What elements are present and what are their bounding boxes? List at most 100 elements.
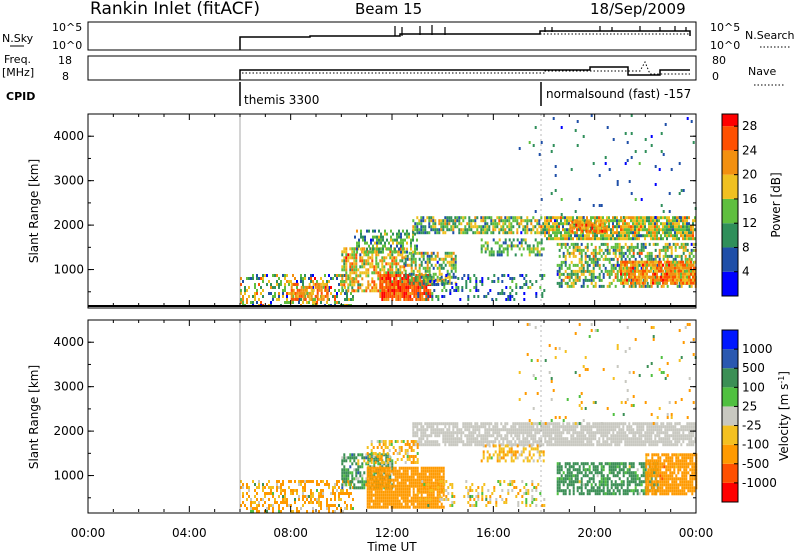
velocity-cell-r0: [256, 504, 258, 507]
power-cell-r11: [634, 266, 637, 270]
power-cell-r7: [418, 219, 421, 223]
power-cell-r12: [668, 263, 670, 267]
power-cell-r8: [538, 253, 541, 257]
power-cell-r11: [570, 281, 573, 285]
velocity-cell-r0: [270, 492, 272, 495]
velocity-cell-r4: [484, 434, 487, 438]
power-cell-r9: [656, 222, 658, 226]
velocity-cell-r4: [588, 434, 591, 438]
power-cell-r7: [478, 231, 481, 235]
velocity-cell-r1: [373, 459, 376, 463]
velocity-cell-r4: [474, 428, 477, 432]
velocity-cell-r0: [288, 486, 290, 489]
power-cell-r11: [598, 263, 601, 267]
velocity-cell-r4: [594, 425, 597, 429]
velocity-cell-r2: [398, 502, 401, 506]
velocity-cell-r4: [426, 437, 429, 441]
power-cell-r6: [376, 244, 378, 248]
velocity-cell-r4: [530, 437, 533, 441]
power-cell-r5: [451, 286, 454, 289]
velocity-cell-r0: [274, 501, 276, 504]
power-cell-r11: [594, 245, 597, 249]
velocity-cell-r2: [376, 475, 379, 479]
power-cell-r2: [341, 274, 344, 278]
velocity-cell-r4: [532, 425, 535, 429]
power-cell-r9: [568, 231, 570, 235]
power-cell-r13: [660, 204, 663, 207]
velocity-cell-r0: [294, 498, 296, 501]
power-cell-r1: [292, 297, 295, 301]
velocity-cell-r0: [310, 489, 312, 492]
velocity-cell-r0: [256, 492, 258, 495]
velocity-cell-r0: [276, 483, 278, 486]
power-cell-r8: [524, 238, 527, 242]
power-cell-r3: [383, 280, 386, 283]
power-cell-r11: [588, 269, 591, 273]
power-cell-r11: [642, 245, 645, 249]
power-cell-r0: [300, 280, 302, 283]
power-cell-r11: [598, 245, 601, 249]
velocity-cell-r2: [430, 472, 433, 476]
power-cell-r12: [648, 275, 650, 279]
power-cell-r0: [336, 277, 338, 280]
velocity-cell-r3: [475, 489, 478, 492]
velocity-cell-r3: [451, 495, 454, 498]
power-cell-r7: [420, 219, 423, 223]
power-cell-r5: [437, 283, 440, 286]
power-cell-r4: [446, 272, 449, 276]
velocity-cell-r1: [391, 465, 394, 469]
power-cell-r11: [682, 242, 685, 246]
power-cell-r7: [506, 219, 509, 223]
power-cell-r9: [656, 225, 658, 229]
power-cell-r3: [415, 289, 418, 292]
velocity-cell-r0: [304, 495, 306, 498]
velocity-cell-r4: [412, 422, 415, 426]
power-cell-r9: [600, 234, 602, 238]
power-cell-r0: [242, 298, 244, 301]
power-cell-r9: [644, 222, 646, 226]
power-cell-r11: [634, 284, 637, 288]
velocity-cell-r0: [290, 492, 292, 495]
velocity-cell-r4: [478, 443, 481, 447]
velocity-cell-r2: [386, 496, 389, 500]
power-cell-r8: [494, 241, 497, 245]
velocity-cell-r4: [448, 440, 451, 444]
velocity-cell-r0: [346, 507, 348, 510]
velocity-cell-r3: [439, 480, 442, 483]
velocity-cell-r4: [530, 425, 533, 429]
velocity-cell-r4: [488, 422, 491, 426]
power-cell-r7: [524, 231, 527, 235]
power-cell-r12: [682, 272, 684, 276]
velocity-cell-r2: [372, 493, 375, 497]
velocity-cell-r4: [564, 428, 567, 432]
power-cell-r0: [352, 295, 354, 298]
power-cell-r11: [658, 257, 661, 261]
power-cell-r9: [628, 225, 630, 229]
power-cell-r7: [540, 228, 543, 232]
velocity-cell-r0: [308, 501, 310, 504]
power-cell-r11: [562, 251, 565, 255]
power-cell-r6: [404, 232, 406, 236]
power-cell-r9: [682, 219, 684, 223]
velocity-cell-r2: [432, 502, 435, 506]
power-cell-r2: [387, 253, 390, 257]
power-cell-r2: [351, 247, 354, 251]
velocity-cell-r1: [353, 486, 356, 490]
power-cell-r2: [347, 277, 350, 281]
power-cell-r5: [525, 274, 528, 277]
power-cell-r11: [596, 263, 599, 267]
velocity-cell-r2: [418, 490, 421, 494]
power-cell-r9: [636, 222, 638, 226]
power-cell-r0: [250, 277, 252, 280]
velocity-cell-r0: [280, 483, 282, 486]
velocity-cell-r4: [436, 428, 439, 432]
power-cell-r12: [622, 278, 624, 282]
velocity-cell-r0: [312, 480, 314, 483]
velocity-cell-r4: [448, 434, 451, 438]
power-cell-r11: [658, 275, 661, 279]
power-cell-r11: [592, 266, 595, 270]
velocity-cell-r3: [517, 504, 520, 507]
power-cell-r9: [684, 219, 686, 223]
velocity-cell-r4: [492, 431, 495, 435]
velocity-cell-r4: [454, 431, 457, 435]
